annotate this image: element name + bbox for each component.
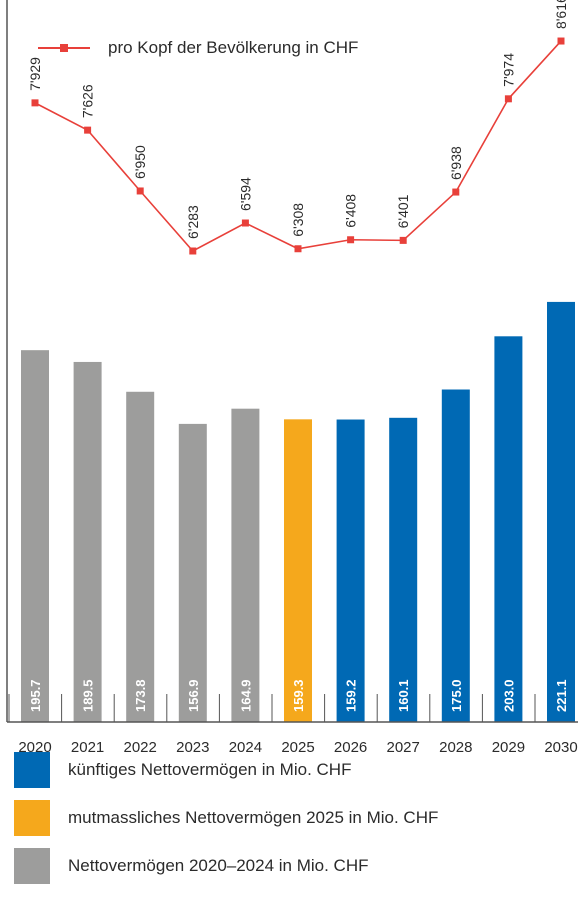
- bar-2027: [389, 417, 418, 722]
- legend-item-2025: mutmassliches Nettovermögen 2025 in Mio.…: [14, 800, 438, 836]
- bar-value-label: 159.2: [344, 679, 359, 712]
- bar-2022: [126, 391, 155, 722]
- per-capita-point-2028: [452, 188, 460, 196]
- bar-value-label: 195.7: [28, 679, 43, 712]
- per-capita-point-2027: [399, 236, 407, 244]
- x-axis: 2020 2021 2022 2023 2024 2025 2026 2027 2028 2029…: [6, 0, 578, 756]
- x-tick-label: 2029: [492, 739, 525, 756]
- per-capita-value-label: 6'938: [448, 146, 464, 180]
- per-capita-value-label: 6'401: [395, 194, 411, 228]
- x-tick-label: 2024: [229, 739, 262, 756]
- legend-item-future: künftiges Nettovermögen in Mio. CHF: [14, 752, 351, 788]
- per-capita-value-label: 6'308: [290, 203, 306, 237]
- bar-2026: [336, 419, 365, 722]
- bar-value-label: 221.1: [554, 679, 569, 712]
- bars-layer: 195.7 189.5 173.8 156.9 164.9 159.3 159.2 160.1…: [21, 301, 575, 722]
- per-capita-value-label: 7'626: [80, 84, 96, 118]
- bar-2021: [73, 361, 102, 722]
- per-capita-value-label: 6'408: [343, 194, 359, 228]
- x-tick-label: 2030: [544, 739, 577, 756]
- bar-value-label: 173.8: [133, 679, 148, 712]
- per-capita-point-2030: [557, 37, 565, 45]
- x-tick-label: 2022: [124, 739, 157, 756]
- bar-2023: [178, 423, 207, 722]
- per-capita-point-2025: [294, 245, 302, 253]
- x-tick-label: 2021: [71, 739, 104, 756]
- bar-2020: [21, 350, 49, 722]
- legend-swatch-blue: [14, 752, 50, 788]
- bar-value-label: 159.3: [291, 679, 306, 712]
- bar-value-label: 156.9: [186, 679, 201, 712]
- per-capita-value-label: 8'616: [553, 0, 569, 29]
- bar-2028: [441, 389, 470, 722]
- line-legend-key-icon: [38, 36, 90, 60]
- legend-swatch-orange: [14, 800, 50, 836]
- per-capita-value-label: 6'594: [237, 177, 253, 211]
- per-capita-point-2023: [189, 247, 197, 255]
- per-capita-value-label: 6'283: [185, 205, 201, 239]
- legend-swatch-gray: [14, 848, 50, 884]
- per-capita-point-2029: [504, 95, 512, 103]
- x-tick-label: 2027: [387, 739, 420, 756]
- legend-label-historic: Nettovermögen 2020–2024 in Mio. CHF: [68, 856, 369, 875]
- per-capita-point-2021: [84, 126, 92, 134]
- x-tick-label: 2025: [281, 739, 314, 756]
- x-tick-label: 2028: [439, 739, 472, 756]
- bar-2025: [284, 419, 312, 722]
- x-tick-label: 2020: [18, 739, 51, 756]
- legend-label-future: künftiges Nettovermögen in Mio. CHF: [68, 760, 352, 779]
- legend-label-2025: mutmassliches Nettovermögen 2025 in Mio.…: [68, 808, 439, 827]
- line-legend-label: pro Kopf der Bevölkerung in CHF: [108, 38, 359, 57]
- per-capita-point-2024: [241, 219, 249, 227]
- bar-value-label: 203.0: [501, 679, 516, 712]
- bar-2030: [547, 301, 575, 722]
- x-tick-label: 2026: [334, 739, 367, 756]
- line-legend: pro Kopf der Bevölkerung in CHF: [38, 36, 358, 60]
- bar-2024: [231, 408, 260, 722]
- bar-2029: [494, 336, 523, 722]
- per-capita-point-2020: [31, 99, 39, 107]
- per-capita-value-label: 7'929: [27, 57, 43, 91]
- x-tick-label: 2023: [176, 739, 209, 756]
- bar-value-label: 160.1: [396, 679, 411, 712]
- legend-item-historic: Nettovermögen 2020–2024 in Mio. CHF: [14, 848, 369, 884]
- bar-value-label: 175.0: [449, 679, 464, 712]
- per-capita-value-label: 6'950: [132, 145, 148, 179]
- per-capita-line: 7'929 7'626 6'950 6'283 6'594 6'308 6'408 6'401…: [27, 0, 569, 255]
- per-capita-value-label: 7'974: [500, 53, 516, 87]
- bar-value-label: 164.9: [238, 679, 253, 712]
- per-capita-point-2026: [347, 236, 355, 244]
- per-capita-point-2022: [136, 187, 144, 195]
- bar-value-label: 189.5: [81, 679, 96, 712]
